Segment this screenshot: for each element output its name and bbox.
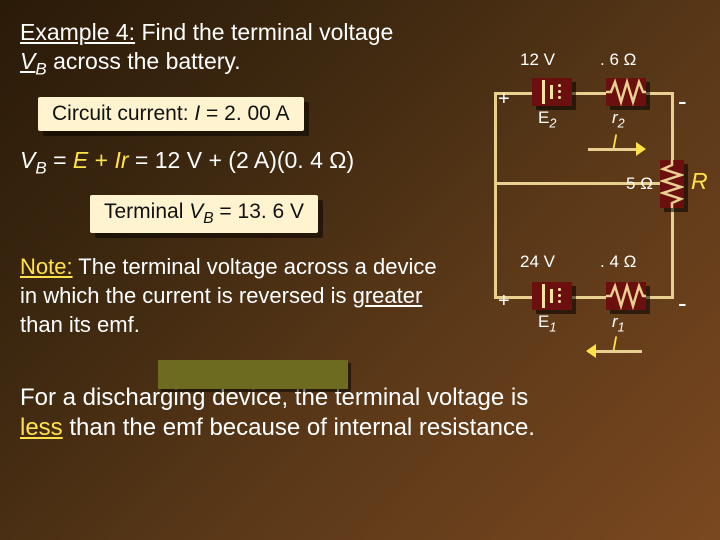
plus-e1: + xyxy=(498,290,510,313)
e1-voltage: 24 V xyxy=(520,252,555,272)
example-title: Example 4: Find the terminal voltage VB … xyxy=(20,18,400,80)
r-5ohm: 5 Ω xyxy=(626,174,653,194)
circuit-current-box: Circuit current: I = 2. 00 A xyxy=(38,97,304,131)
terminal-vb-box: Terminal VB = 13. 6 V xyxy=(90,195,318,233)
plus-e2: + xyxy=(498,88,510,111)
title-b: across the battery. xyxy=(47,48,241,74)
e2-voltage: 12 V xyxy=(520,50,555,70)
minus-e1: - xyxy=(678,288,687,319)
r2-value: . 6 Ω xyxy=(600,50,636,70)
olive-bar xyxy=(158,360,348,389)
r-label: R xyxy=(691,168,708,195)
note-text: Note: The terminal voltage across a devi… xyxy=(20,253,440,339)
r1-label: r1 xyxy=(612,312,625,334)
title-prefix: Example 4: xyxy=(20,19,135,45)
title-a: Find the terminal voltage xyxy=(135,19,393,45)
e2-label: E2 xyxy=(538,108,556,130)
title-vb: VB xyxy=(20,48,47,74)
resistor-r2 xyxy=(606,78,646,106)
battery-e2 xyxy=(532,78,572,106)
minus-e2: - xyxy=(678,86,687,117)
bottom-text: For a discharging device, the terminal v… xyxy=(20,383,670,443)
resistor-r-main xyxy=(660,160,684,208)
resistor-r1 xyxy=(606,282,646,310)
r1-value: . 4 Ω xyxy=(600,252,636,272)
battery-e1 xyxy=(532,282,572,310)
circuit-diagram: 12 V . 6 Ω + - E2 r2 I 5 Ω R 24 V . 4 Ω … xyxy=(476,50,706,340)
r2-label: r2 xyxy=(612,108,625,130)
e1-label: E1 xyxy=(538,312,556,334)
